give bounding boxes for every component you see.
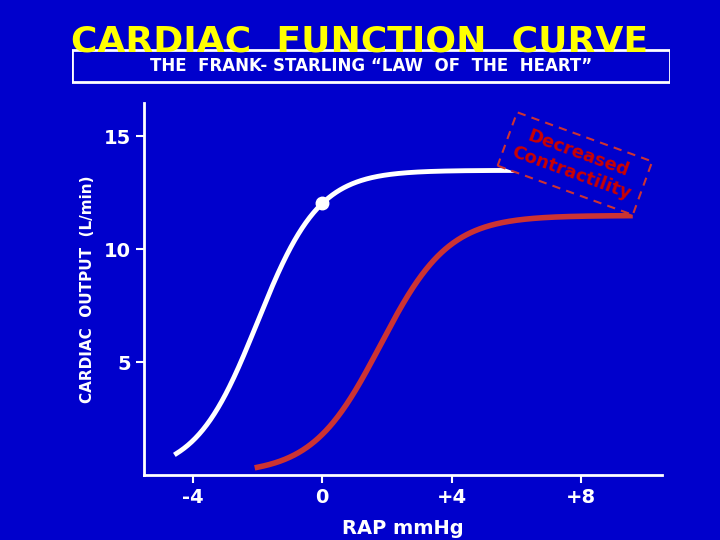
Text: THE  FRANK- STARLING “LAW  OF  THE  HEART”: THE FRANK- STARLING “LAW OF THE HEART”	[150, 57, 592, 75]
X-axis label: RAP mmHg: RAP mmHg	[343, 518, 464, 537]
FancyBboxPatch shape	[72, 50, 670, 82]
Y-axis label: CARDIAC  OUTPUT  (L/min): CARDIAC OUTPUT (L/min)	[80, 175, 95, 403]
Text: Decreased
Contractility: Decreased Contractility	[509, 124, 641, 203]
Text: CARDIAC  FUNCTION  CURVE: CARDIAC FUNCTION CURVE	[71, 24, 649, 58]
